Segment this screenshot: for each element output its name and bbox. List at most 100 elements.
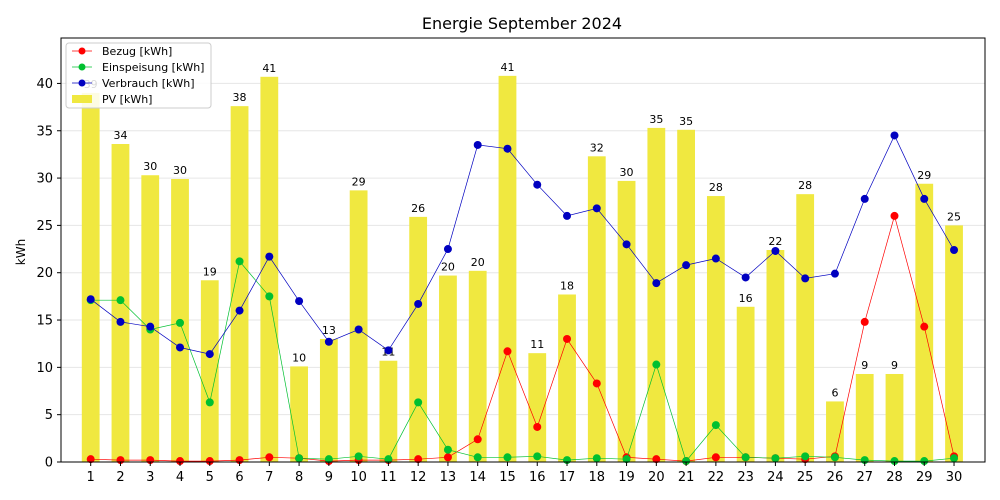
pv-bar bbox=[826, 401, 844, 462]
x-tick-label: 19 bbox=[618, 470, 635, 485]
data-point bbox=[533, 422, 542, 431]
data-point bbox=[771, 454, 780, 463]
series-line bbox=[90, 214, 955, 462]
data-point bbox=[473, 453, 482, 462]
data-point bbox=[235, 306, 244, 315]
pv-bar-label: 9 bbox=[861, 359, 868, 372]
grid-lines bbox=[61, 82, 985, 416]
x-tick-label: 23 bbox=[737, 470, 754, 485]
x-tick-label: 5 bbox=[206, 470, 214, 485]
x-tick-label: 14 bbox=[469, 470, 486, 485]
pv-bar-label: 29 bbox=[352, 175, 366, 188]
y-axis-label: kWh bbox=[14, 239, 28, 265]
pv-bar-label: 30 bbox=[173, 164, 187, 177]
data-point bbox=[592, 454, 601, 463]
legend-marker bbox=[78, 63, 86, 71]
data-point bbox=[354, 325, 363, 334]
pv-bar bbox=[647, 127, 666, 463]
data-point bbox=[682, 457, 691, 466]
series-einspeisung bbox=[86, 257, 959, 466]
data-point bbox=[265, 252, 274, 261]
chart-title: Energie September 2024 bbox=[422, 14, 622, 33]
data-point bbox=[414, 299, 423, 308]
y-tick-label: 25 bbox=[36, 219, 53, 234]
x-tick-label: 10 bbox=[350, 470, 367, 485]
pv-bar-labels: 3934303019384110132911262020411118323035… bbox=[84, 61, 961, 400]
x-tick-label: 12 bbox=[410, 470, 427, 485]
pv-bar-label: 20 bbox=[441, 261, 455, 274]
data-point bbox=[830, 453, 839, 462]
x-tick-label: 13 bbox=[440, 470, 457, 485]
y-tick-label: 5 bbox=[45, 408, 53, 423]
data-point bbox=[443, 445, 452, 454]
data-point bbox=[950, 454, 959, 463]
y-tick-label: 20 bbox=[36, 266, 53, 281]
data-point bbox=[890, 457, 899, 466]
data-point bbox=[890, 131, 899, 140]
pv-bar-label: 41 bbox=[500, 61, 514, 74]
pv-bar-label: 28 bbox=[798, 179, 812, 192]
pv-bar-label: 32 bbox=[590, 141, 604, 154]
legend-label: Einspeisung [kWh] bbox=[102, 61, 204, 74]
pv-bar-label: 34 bbox=[113, 129, 127, 142]
x-tick-label: 26 bbox=[827, 470, 844, 485]
pv-bar bbox=[439, 275, 457, 462]
y-tick-label: 10 bbox=[36, 361, 53, 376]
data-point bbox=[86, 455, 95, 464]
data-point bbox=[235, 257, 244, 266]
data-point bbox=[503, 347, 512, 356]
x-tick-label: 22 bbox=[708, 470, 725, 485]
pv-bar-label: 38 bbox=[233, 91, 247, 104]
pv-bar bbox=[677, 129, 695, 462]
data-point bbox=[592, 204, 601, 213]
pv-bar-label: 29 bbox=[917, 169, 931, 182]
pv-bar bbox=[498, 75, 517, 462]
x-tick-label: 4 bbox=[176, 470, 184, 485]
pv-bar bbox=[945, 225, 963, 462]
y-tick-label: 30 bbox=[36, 172, 53, 187]
data-point bbox=[622, 455, 631, 464]
series-line bbox=[90, 134, 955, 355]
data-point bbox=[801, 274, 810, 283]
x-axis-ticks: 1 2 3 4 5 6 7 8 9 10 11 12 13 14 15 16 17 18 19 20 21 22 23 24 2… bbox=[87, 462, 963, 485]
pv-bar-label: 28 bbox=[709, 181, 723, 194]
data-point bbox=[116, 296, 125, 305]
series-verbrauch bbox=[86, 131, 959, 359]
data-point bbox=[533, 180, 542, 189]
pv-bars bbox=[81, 75, 963, 463]
x-tick-label: 7 bbox=[265, 470, 273, 485]
pv-bar-label: 11 bbox=[530, 338, 544, 351]
legend-label: Verbrauch [kWh] bbox=[102, 77, 195, 90]
pv-bar bbox=[290, 366, 308, 462]
pv-bar bbox=[81, 92, 100, 463]
data-point bbox=[503, 144, 512, 153]
data-point bbox=[682, 261, 691, 270]
pv-bar-label: 35 bbox=[649, 113, 663, 126]
pv-bar-label: 18 bbox=[560, 279, 574, 292]
data-point bbox=[205, 350, 214, 359]
data-point bbox=[860, 317, 869, 326]
data-point bbox=[146, 322, 155, 331]
data-point bbox=[176, 318, 185, 327]
pv-bar bbox=[766, 250, 785, 462]
data-point bbox=[711, 421, 720, 430]
pv-bar bbox=[617, 180, 636, 463]
x-tick-label: 27 bbox=[856, 470, 873, 485]
pv-bar bbox=[855, 373, 874, 462]
data-point bbox=[533, 452, 542, 461]
x-tick-label: 17 bbox=[559, 470, 576, 485]
pv-bar bbox=[141, 175, 160, 462]
x-tick-label: 30 bbox=[946, 470, 963, 485]
data-point bbox=[563, 211, 572, 220]
pv-bar-label: 25 bbox=[947, 210, 961, 223]
pv-bar-label: 16 bbox=[739, 292, 753, 305]
data-point bbox=[295, 297, 304, 306]
data-point bbox=[443, 453, 452, 462]
data-point bbox=[652, 360, 661, 369]
data-point bbox=[414, 398, 423, 407]
data-point bbox=[592, 379, 601, 388]
data-point bbox=[324, 455, 333, 464]
x-tick-label: 3 bbox=[146, 470, 154, 485]
x-tick-label: 25 bbox=[797, 470, 814, 485]
pv-bar-label: 20 bbox=[471, 256, 485, 269]
